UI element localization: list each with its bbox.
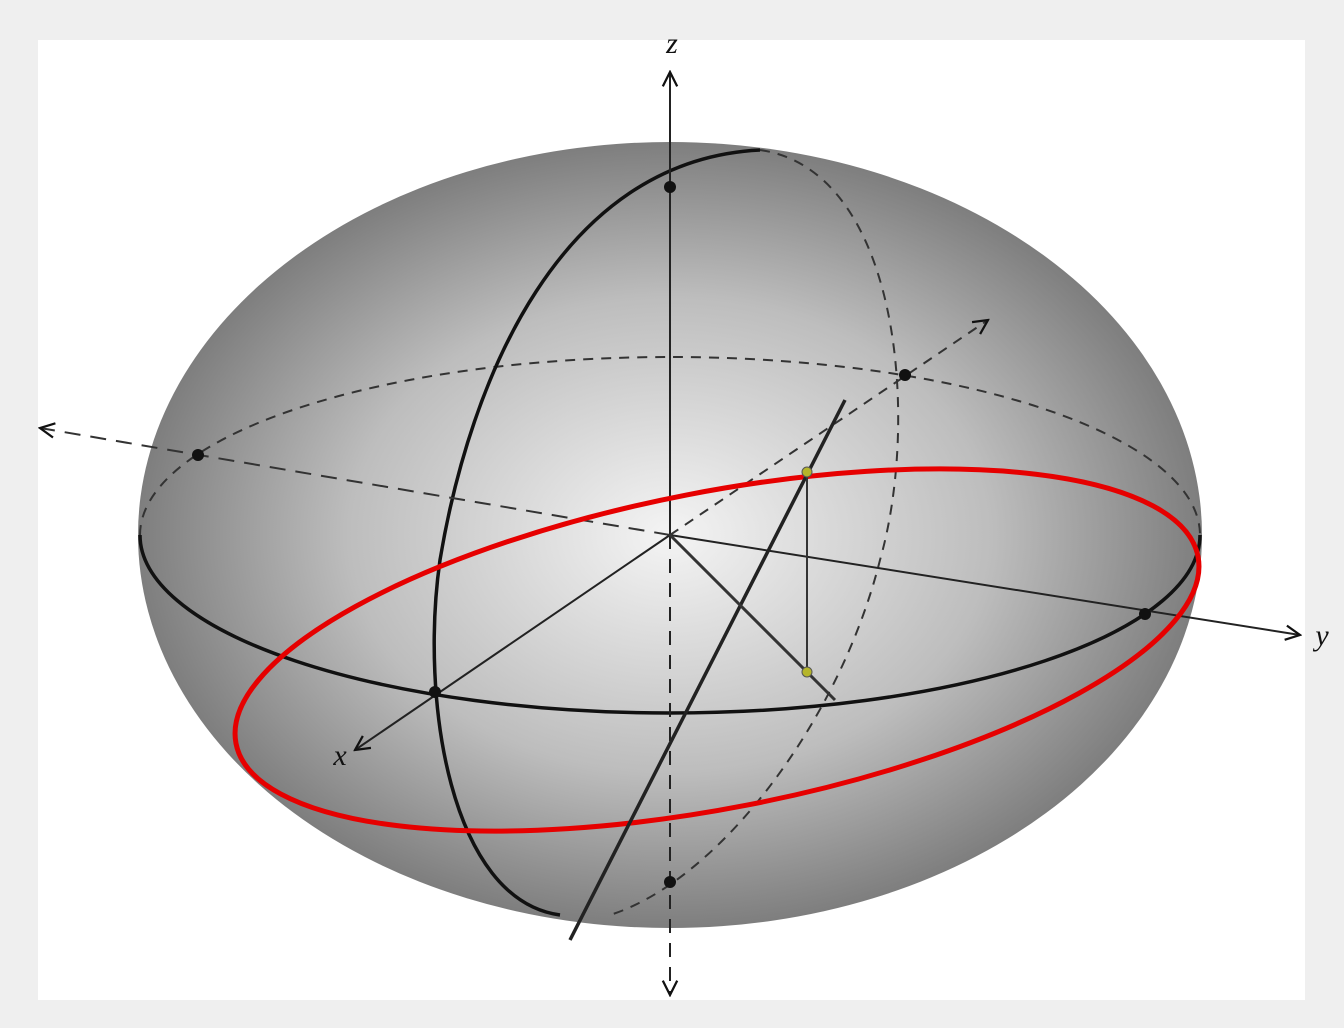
x-axis	[355, 534, 671, 750]
point	[1139, 608, 1151, 620]
meridian-back	[609, 149, 900, 916]
y-label: y	[1312, 619, 1329, 652]
x-axis-negative	[669, 320, 988, 536]
x-label: x	[332, 739, 347, 772]
meridian-front	[432, 148, 761, 917]
point	[899, 369, 911, 381]
points	[192, 181, 1151, 888]
red-ellipse	[232, 466, 1202, 834]
point	[429, 686, 441, 698]
yellow-point	[801, 666, 813, 678]
y-axis-negative	[40, 428, 671, 536]
tilted-line	[568, 399, 847, 941]
z-label: z	[665, 27, 678, 60]
y-axis	[669, 534, 1300, 635]
point	[664, 876, 676, 888]
point	[192, 449, 204, 461]
equator-back	[139, 356, 1201, 536]
yellow-point	[801, 466, 813, 478]
point	[664, 181, 676, 193]
